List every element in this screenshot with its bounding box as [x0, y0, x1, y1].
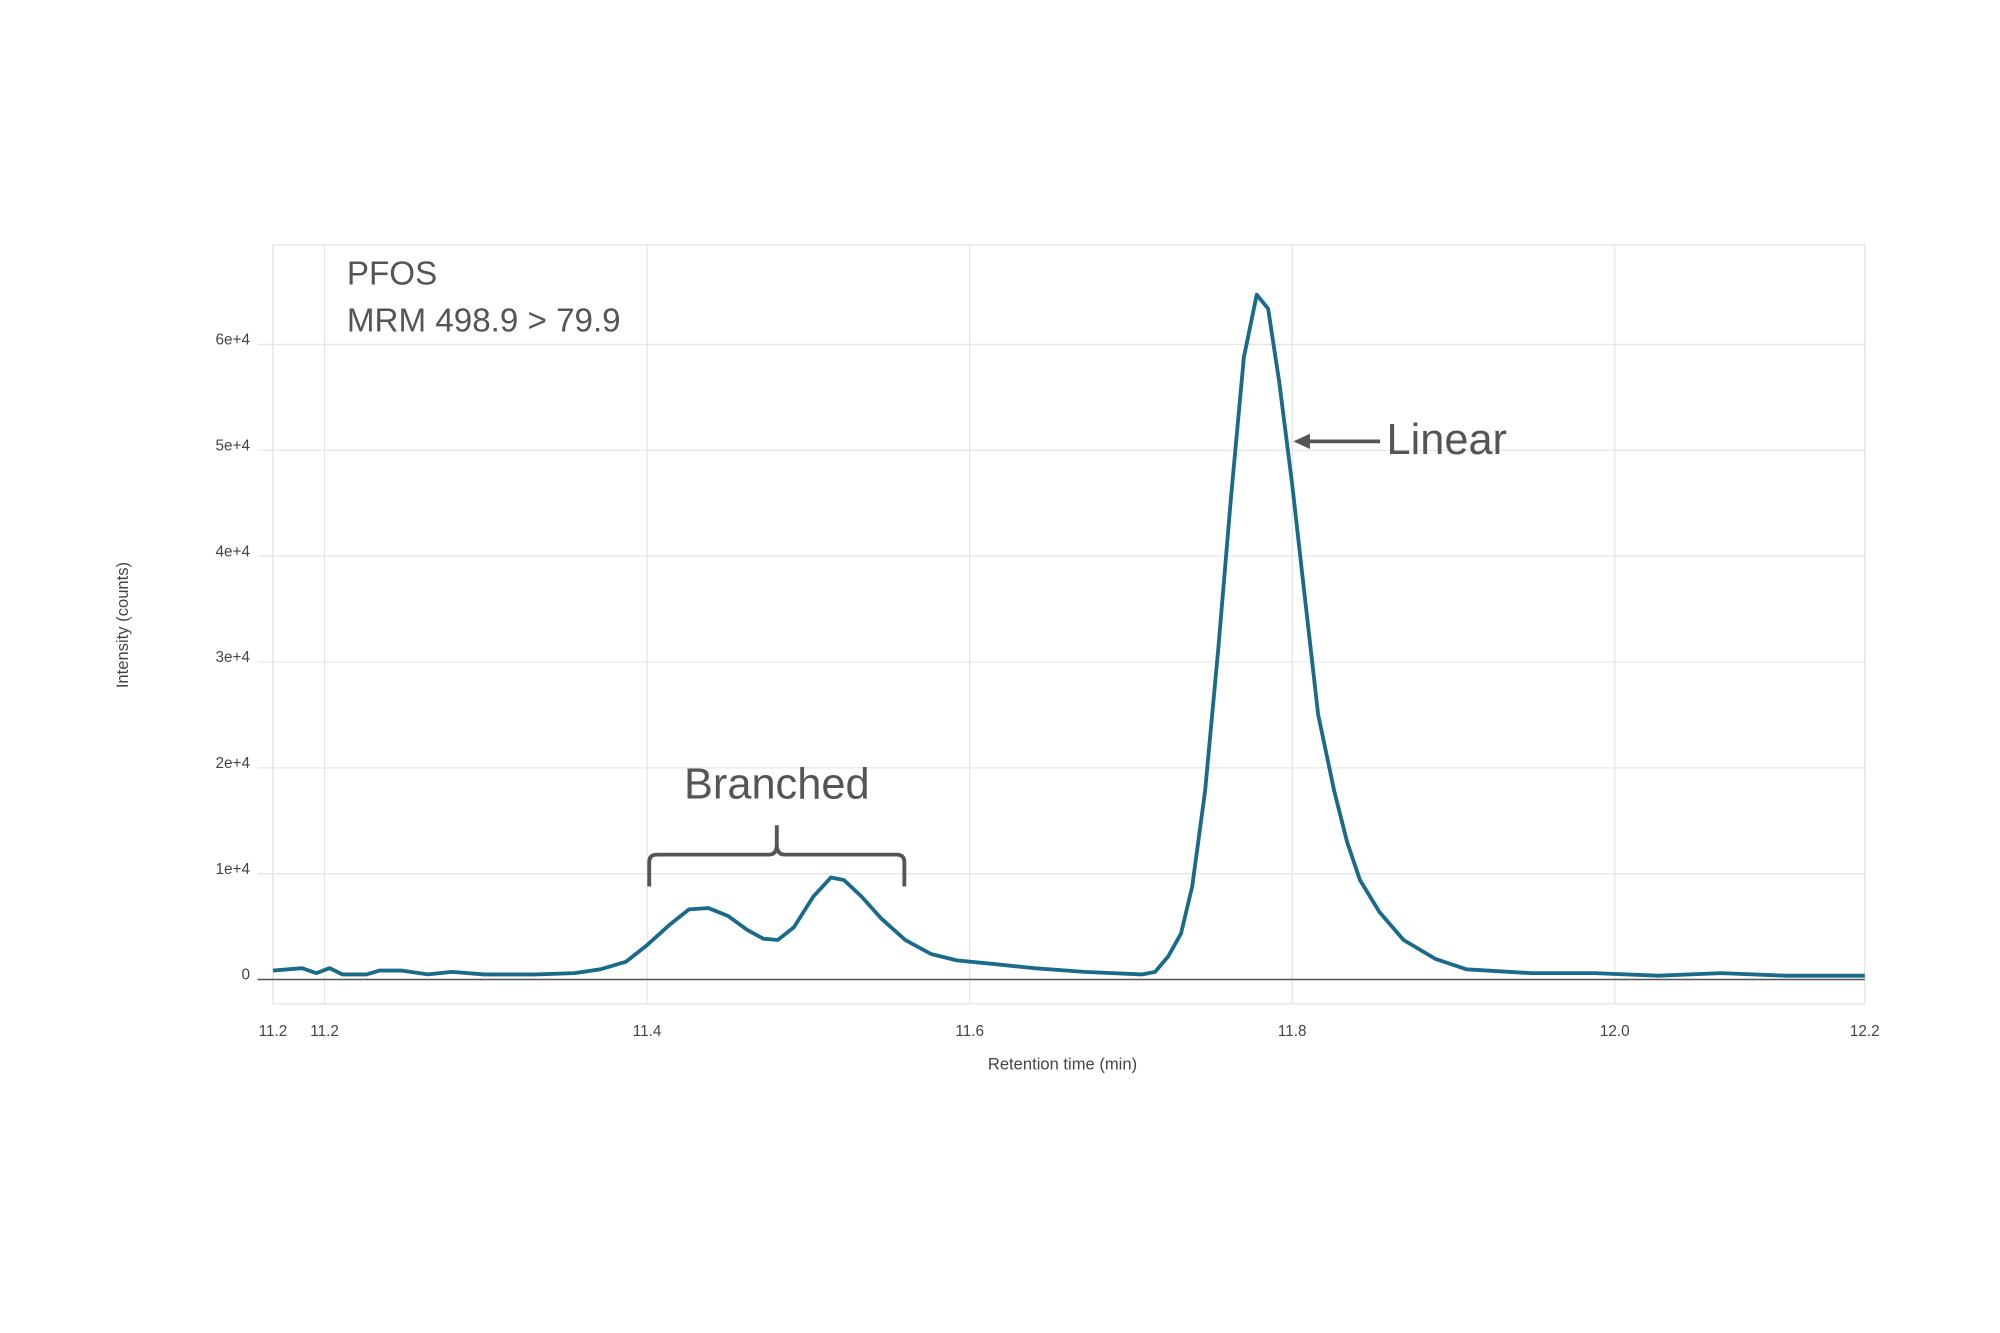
y-tick-label: 0: [241, 967, 250, 984]
annotation: MRM 498.9 > 79.9: [347, 303, 621, 340]
y-tick-label: 2e+4: [216, 755, 251, 772]
x-tick-label: 11.8: [1278, 1023, 1307, 1040]
x-tick-label: 11.4: [633, 1023, 662, 1040]
x-tick-label: 12.2: [1850, 1023, 1880, 1040]
brace: [647, 825, 907, 887]
annotation: Branched: [684, 760, 870, 808]
plot-frame: [272, 244, 1866, 1005]
annotation: Linear: [1386, 416, 1507, 464]
grid: [257, 244, 1866, 1004]
chromatogram-line: [272, 292, 1865, 978]
x-axis-label: Retention time (min): [988, 1054, 1137, 1073]
y-tick-label: 4e+4: [216, 543, 251, 560]
y-tick-label: 5e+4: [216, 438, 251, 455]
annotation: PFOS: [347, 255, 437, 292]
arrow-head: [1293, 433, 1310, 450]
x-tick-label: 11.6: [955, 1023, 984, 1040]
y-axis-label: Intensity (counts): [113, 562, 132, 688]
x-tick-label: 11.2: [310, 1023, 339, 1040]
y-tick-label: 1e+4: [216, 861, 251, 878]
marks: [257, 292, 1865, 981]
y-tick-label: 6e+4: [216, 332, 251, 349]
x-tick-label: 11.2: [259, 1023, 288, 1040]
y-tick-label: 3e+4: [216, 649, 251, 666]
x-tick-label: 12.0: [1600, 1023, 1630, 1040]
